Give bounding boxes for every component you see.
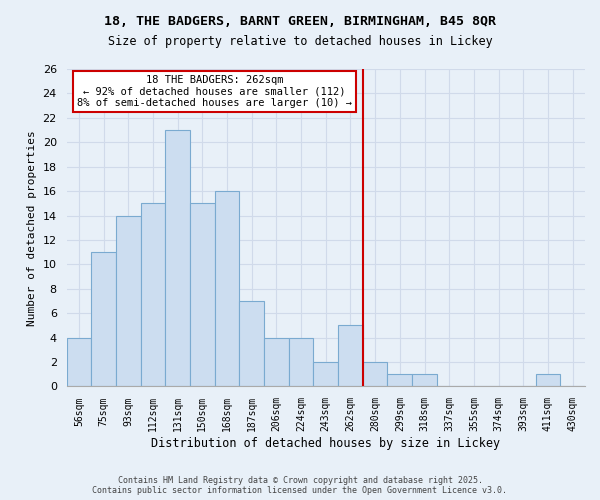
Text: 18, THE BADGERS, BARNT GREEN, BIRMINGHAM, B45 8QR: 18, THE BADGERS, BARNT GREEN, BIRMINGHAM… (104, 15, 496, 28)
Bar (338, 326, 363, 386)
Bar (313, 362, 338, 386)
Bar (215, 191, 239, 386)
Text: Contains HM Land Registry data © Crown copyright and database right 2025.
Contai: Contains HM Land Registry data © Crown c… (92, 476, 508, 495)
Bar (190, 204, 215, 386)
Text: 18 THE BADGERS: 262sqm
← 92% of detached houses are smaller (112)
8% of semi-det: 18 THE BADGERS: 262sqm ← 92% of detached… (77, 75, 352, 108)
Bar (140, 204, 165, 386)
Bar (536, 374, 560, 386)
Bar (239, 301, 264, 386)
Bar (289, 338, 313, 386)
Bar (363, 362, 388, 386)
Bar (412, 374, 437, 386)
Text: Size of property relative to detached houses in Lickey: Size of property relative to detached ho… (107, 35, 493, 48)
Bar (67, 338, 91, 386)
Bar (264, 338, 289, 386)
Bar (116, 216, 140, 386)
Y-axis label: Number of detached properties: Number of detached properties (27, 130, 37, 326)
Bar (388, 374, 412, 386)
Bar (165, 130, 190, 386)
X-axis label: Distribution of detached houses by size in Lickey: Distribution of detached houses by size … (151, 437, 500, 450)
Bar (91, 252, 116, 386)
